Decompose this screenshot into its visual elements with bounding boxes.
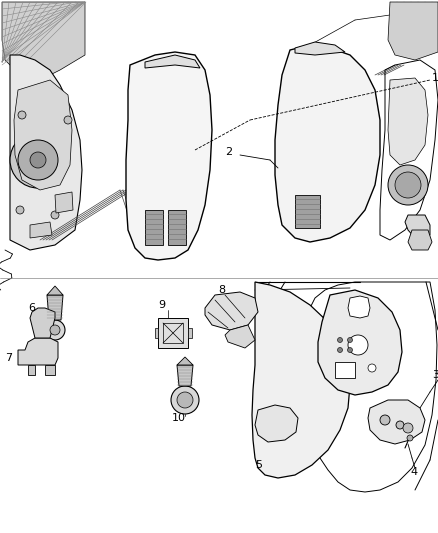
Polygon shape xyxy=(158,318,188,348)
Text: 3: 3 xyxy=(432,370,438,380)
Polygon shape xyxy=(145,55,200,68)
Polygon shape xyxy=(225,325,255,348)
Text: 6: 6 xyxy=(28,303,35,313)
Circle shape xyxy=(171,386,199,414)
Polygon shape xyxy=(388,78,428,165)
Circle shape xyxy=(45,320,65,340)
Polygon shape xyxy=(18,338,58,365)
Polygon shape xyxy=(10,55,82,250)
Polygon shape xyxy=(28,365,35,375)
Polygon shape xyxy=(30,222,52,238)
Polygon shape xyxy=(168,210,186,245)
Polygon shape xyxy=(348,296,370,318)
Circle shape xyxy=(388,165,428,205)
Polygon shape xyxy=(252,282,350,478)
Text: 2: 2 xyxy=(225,147,232,157)
Polygon shape xyxy=(255,405,298,442)
Text: 9: 9 xyxy=(158,300,165,310)
Polygon shape xyxy=(145,210,163,245)
Text: 4: 4 xyxy=(410,467,417,477)
Text: 1: 1 xyxy=(432,73,438,83)
Circle shape xyxy=(407,435,413,441)
Circle shape xyxy=(177,392,193,408)
Circle shape xyxy=(64,116,72,124)
Circle shape xyxy=(368,364,376,372)
Polygon shape xyxy=(405,215,430,238)
Text: 10: 10 xyxy=(172,413,186,423)
Polygon shape xyxy=(2,2,85,80)
Circle shape xyxy=(338,348,343,352)
Polygon shape xyxy=(177,357,193,365)
Circle shape xyxy=(30,152,46,168)
Polygon shape xyxy=(55,192,73,213)
Polygon shape xyxy=(368,400,425,444)
Circle shape xyxy=(50,325,60,335)
Polygon shape xyxy=(45,365,55,375)
Text: 5: 5 xyxy=(255,460,262,470)
Circle shape xyxy=(347,337,353,343)
Circle shape xyxy=(338,337,343,343)
Polygon shape xyxy=(295,195,320,228)
Circle shape xyxy=(16,206,24,214)
Polygon shape xyxy=(295,42,345,55)
Polygon shape xyxy=(155,328,158,338)
Polygon shape xyxy=(47,286,63,295)
Polygon shape xyxy=(388,2,438,60)
Polygon shape xyxy=(47,295,63,320)
Polygon shape xyxy=(14,80,72,190)
Polygon shape xyxy=(275,45,380,242)
Polygon shape xyxy=(335,362,355,378)
Text: 8: 8 xyxy=(218,285,225,295)
Polygon shape xyxy=(126,52,212,260)
Circle shape xyxy=(347,348,353,352)
Circle shape xyxy=(395,172,421,198)
Circle shape xyxy=(380,415,390,425)
Circle shape xyxy=(10,132,66,188)
Polygon shape xyxy=(177,365,193,386)
Circle shape xyxy=(18,140,58,180)
Polygon shape xyxy=(205,292,258,330)
Polygon shape xyxy=(188,328,192,338)
Circle shape xyxy=(396,421,404,429)
Circle shape xyxy=(403,423,413,433)
Text: 7: 7 xyxy=(5,353,12,363)
Polygon shape xyxy=(408,230,432,250)
Circle shape xyxy=(18,111,26,119)
Circle shape xyxy=(51,211,59,219)
Polygon shape xyxy=(30,308,55,338)
Circle shape xyxy=(348,335,368,355)
Polygon shape xyxy=(318,290,402,395)
